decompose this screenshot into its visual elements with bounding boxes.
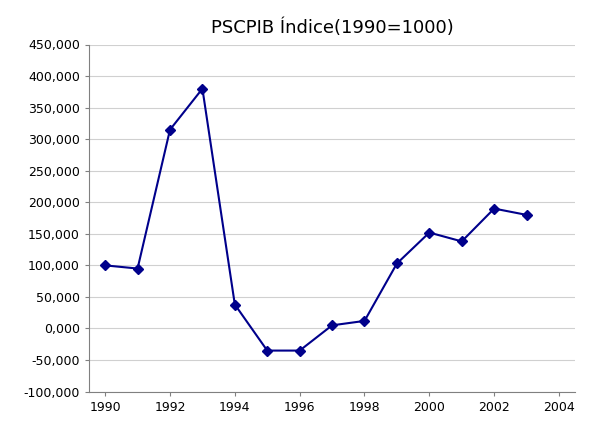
Title: PSCPIB Índice(1990=1000): PSCPIB Índice(1990=1000) bbox=[211, 19, 454, 37]
